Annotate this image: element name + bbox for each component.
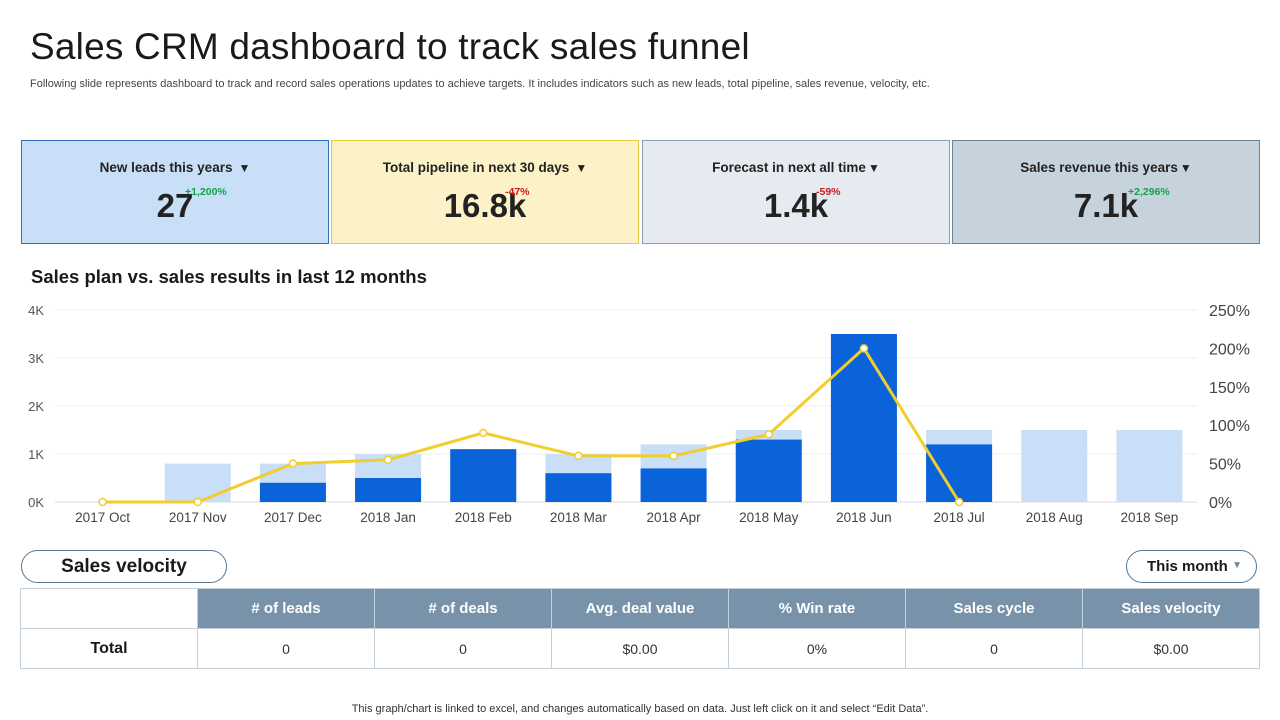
y-left-tick-label: 2K — [28, 399, 44, 414]
table-header-row: # of leads # of deals Avg. deal value % … — [20, 588, 1260, 629]
bar — [1021, 430, 1088, 502]
x-tick-label: 2018 Sep — [1121, 510, 1179, 525]
table-row: Total 0 0 $0.00 0% 0 $0.00 — [20, 628, 1260, 669]
section-title: Sales velocity — [61, 556, 187, 577]
kpi-label: Sales revenue this years — [1020, 160, 1178, 175]
column-header: Sales cycle — [905, 588, 1083, 629]
line-point — [383, 455, 393, 465]
bar — [1116, 430, 1183, 502]
line-point — [859, 344, 869, 353]
y-right-tick-label: 200% — [1209, 341, 1250, 358]
kpi-delta: +2,296% — [1128, 186, 1170, 198]
kpi-delta: -59% — [816, 186, 841, 198]
x-tick-label: 2018 Mar — [550, 510, 608, 525]
chevron-down-icon: ▼ — [1232, 560, 1242, 571]
y-left-tick-label: 1K — [28, 447, 44, 462]
bar — [926, 444, 993, 502]
x-tick-label: 2018 May — [739, 510, 799, 525]
sales-velocity-header: Sales velocity — [21, 550, 227, 583]
footnote: This graph/chart is linked to excel, and… — [351, 703, 929, 715]
x-tick-label: 2018 Apr — [647, 510, 702, 525]
caret-down-icon[interactable]: ▼ — [867, 161, 880, 175]
kpi-value: 7.1k — [1073, 187, 1139, 224]
kpi-card-forecast[interactable]: Forecast in next all time ▼ 1.4k -59% — [642, 140, 950, 244]
x-tick-label: 2017 Dec — [264, 510, 322, 525]
x-tick-label: 2018 Jul — [934, 510, 985, 525]
kpi-value: 27 — [156, 187, 194, 224]
caret-down-icon[interactable]: ▼ — [1179, 161, 1192, 175]
sales-velocity-table: # of leads # of deals Avg. deal value % … — [20, 588, 1260, 669]
line-point — [764, 430, 773, 439]
bar — [164, 463, 231, 502]
caret-down-icon[interactable]: ▼ — [575, 161, 588, 175]
y-left-tick-label: 3K — [28, 351, 44, 366]
table-cell: 0% — [728, 628, 906, 669]
table-cell: 0 — [197, 628, 375, 669]
y-left-tick-label: 0K — [28, 495, 44, 510]
y-right-tick-label: 150% — [1209, 380, 1250, 397]
table-corner-cell — [20, 588, 198, 629]
line-point — [574, 451, 583, 461]
y-right-tick-label: 250% — [1209, 303, 1250, 320]
x-tick-label: 2017 Oct — [75, 510, 130, 525]
bar — [450, 449, 517, 502]
kpi-card-sales-revenue[interactable]: Sales revenue this years ▼ 7.1k +2,296% — [952, 140, 1260, 244]
x-tick-label: 2018 Aug — [1026, 510, 1083, 525]
page-title: Sales CRM dashboard to track sales funne… — [30, 26, 750, 67]
kpi-value: 16.8k — [443, 187, 527, 224]
kpi-card-new-leads[interactable]: New leads this years ▼ 27 +1,200% — [21, 140, 329, 244]
row-label: Total — [20, 628, 198, 669]
y-left-tick-label: 4K — [28, 303, 44, 318]
line-point — [288, 459, 298, 468]
page-subtitle: Following slide represents dashboard to … — [30, 78, 930, 90]
bar — [735, 439, 802, 502]
sales-plan-vs-results-chart[interactable]: 0K 1K 2K 3K 4K 0% 50% 100% 150% 200% 250% 2017 Oct 2… — [0, 290, 1280, 535]
line-point — [479, 428, 488, 438]
table-cell: 0 — [374, 628, 552, 669]
caret-down-icon[interactable]: ▼ — [238, 161, 251, 175]
line-point — [98, 497, 107, 507]
table-cell: $0.00 — [1082, 628, 1260, 669]
column-header: % Win rate — [728, 588, 906, 629]
column-header: # of deals — [374, 588, 552, 629]
kpi-delta: -47% — [505, 186, 530, 198]
column-header: # of leads — [197, 588, 375, 629]
table-cell: $0.00 — [551, 628, 729, 669]
bar — [259, 482, 326, 502]
bar — [640, 468, 707, 502]
column-header: Sales velocity — [1082, 588, 1260, 629]
x-tick-label: 2018 Feb — [455, 510, 512, 525]
line-point — [193, 497, 202, 507]
kpi-card-total-pipeline[interactable]: Total pipeline in next 30 days ▼ 16.8k -4… — [331, 140, 639, 244]
line-point — [669, 451, 678, 461]
x-tick-label: 2018 Jun — [836, 510, 892, 525]
column-header: Avg. deal value — [551, 588, 729, 629]
bar — [545, 473, 612, 502]
chart-title: Sales plan vs. sales results in last 12 … — [31, 266, 427, 287]
y-right-tick-label: 50% — [1209, 457, 1241, 474]
period-value: This month — [1147, 558, 1228, 575]
kpi-delta: +1,200% — [185, 186, 227, 198]
kpi-label: Forecast in next all time — [712, 160, 866, 175]
kpi-label: Total pipeline in next 30 days — [382, 160, 570, 175]
x-tick-label: 2017 Nov — [169, 510, 227, 525]
period-dropdown[interactable]: This month ▼ — [1126, 550, 1257, 583]
line-point — [954, 497, 964, 507]
bar — [830, 334, 897, 502]
series-line — [102, 346, 961, 504]
kpi-value: 1.4k — [763, 187, 829, 224]
table-cell: 0 — [905, 628, 1083, 669]
x-tick-label: 2018 Jan — [360, 510, 416, 525]
kpi-label: New leads this years — [99, 160, 233, 175]
y-right-tick-label: 100% — [1209, 418, 1250, 435]
y-right-tick-label: 0% — [1209, 495, 1232, 512]
bar — [355, 478, 422, 502]
